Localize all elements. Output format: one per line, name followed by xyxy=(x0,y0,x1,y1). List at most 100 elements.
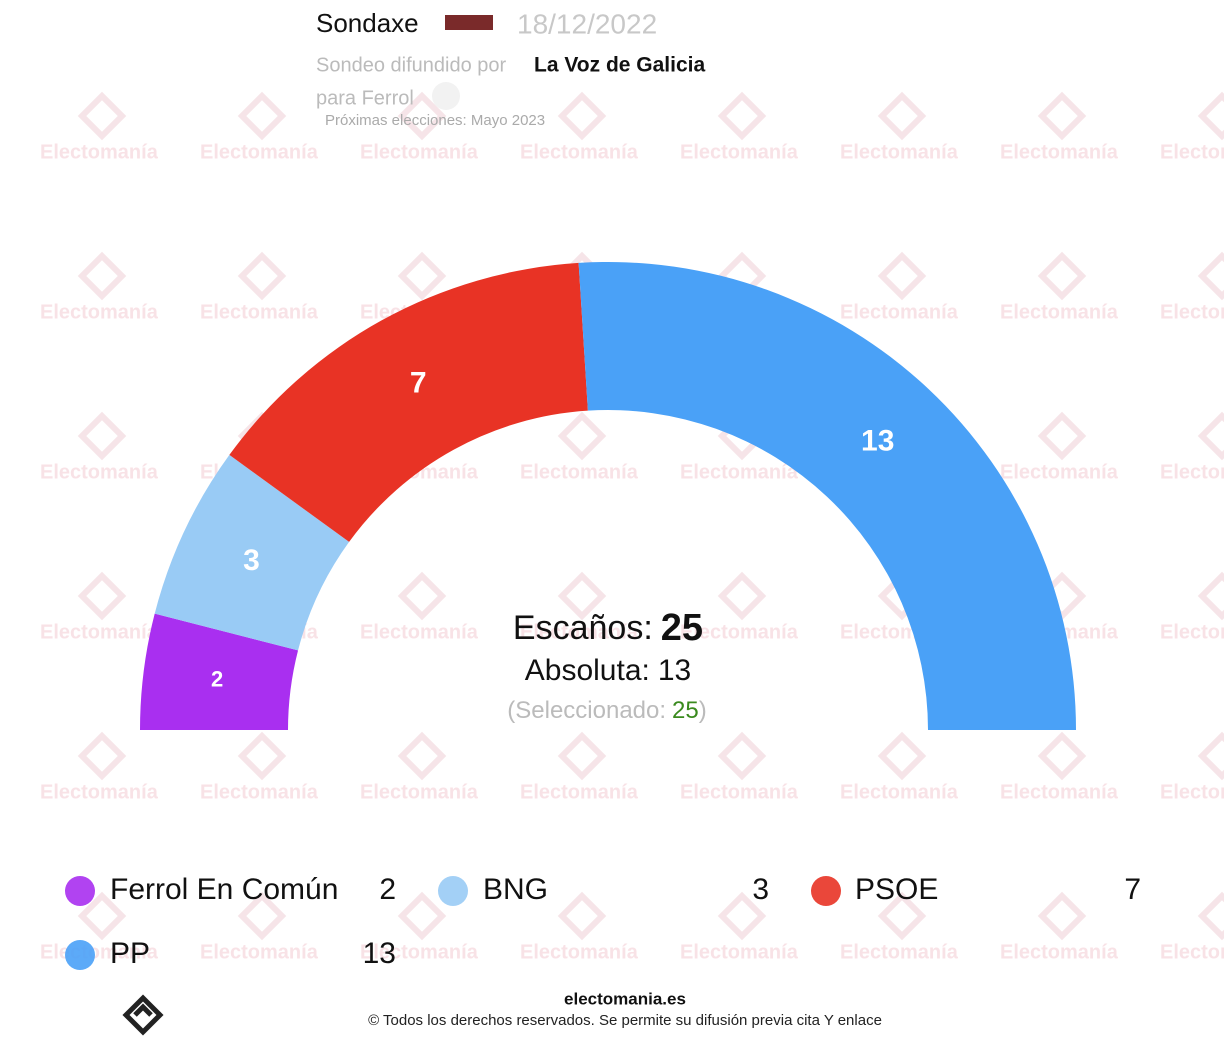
watermark-logo xyxy=(77,91,127,141)
majority-label: Absoluta: xyxy=(525,654,650,687)
watermark: Electomanía xyxy=(40,141,159,163)
majority: Absoluta: 13 xyxy=(525,654,691,687)
watermark-logo xyxy=(77,251,127,301)
watermark-logo xyxy=(237,91,287,141)
watermark: Electomanía xyxy=(1160,141,1224,163)
watermark: Electomanía xyxy=(1000,781,1119,803)
watermark: Electomanía xyxy=(1000,461,1119,483)
legend-icon xyxy=(438,876,468,906)
watermark: Electomanía xyxy=(840,141,959,163)
watermark-logo xyxy=(1037,891,1087,941)
watermark: Electomanía xyxy=(200,141,319,163)
watermark: Electomanía xyxy=(840,301,959,323)
watermark: Electomanía xyxy=(1160,621,1224,643)
legend-name: PSOE xyxy=(855,873,938,906)
watermark-logo xyxy=(557,571,607,621)
watermark-logo xyxy=(77,571,127,621)
watermark: Electomanía xyxy=(1160,301,1224,323)
seat-label: 3 xyxy=(243,544,260,577)
watermark-logo xyxy=(77,731,127,781)
seat-arc xyxy=(140,613,299,730)
watermark: Electomanía xyxy=(1160,461,1224,483)
seat-arc xyxy=(154,454,350,651)
watermark: Electomanía xyxy=(520,461,639,483)
watermark-logo xyxy=(1197,571,1224,621)
watermark: Electomanía xyxy=(520,941,639,963)
watermark-logo xyxy=(77,411,127,461)
seat-label: 2 xyxy=(211,666,223,691)
watermark: Electomanía xyxy=(200,941,319,963)
watermark: Electomanía xyxy=(680,461,799,483)
watermark: Electomanía xyxy=(360,621,479,643)
seat-arc xyxy=(578,262,1077,730)
selected-close: ) xyxy=(699,697,707,724)
watermark: Electomanía xyxy=(1160,781,1224,803)
footer-note: © Todos los derechos reservados. Se perm… xyxy=(368,1012,882,1029)
watermark-logo xyxy=(557,91,607,141)
watermark: Electomanía xyxy=(40,781,159,803)
watermark-logo xyxy=(1197,891,1224,941)
watermark-logo xyxy=(1037,251,1087,301)
watermark-logo xyxy=(1197,251,1224,301)
legend-icon xyxy=(65,940,95,970)
watermark-logo xyxy=(557,891,607,941)
footer-logo xyxy=(122,994,164,1036)
watermark: Electomanía xyxy=(680,141,799,163)
legend-icon xyxy=(811,876,841,906)
watermark-logo xyxy=(1037,91,1087,141)
seat-label: 13 xyxy=(861,425,894,458)
watermark: Electomanía xyxy=(40,621,159,643)
watermark-logo xyxy=(1037,731,1087,781)
legend-value: 2 xyxy=(379,873,396,906)
watermark-logo xyxy=(237,251,287,301)
next-election: Próximas elecciones: Mayo 2023 xyxy=(325,112,545,129)
watermark: Electomanía xyxy=(40,461,159,483)
seats: Escaños: 25 xyxy=(513,607,703,649)
watermark-logo xyxy=(557,411,607,461)
selected-value: 25 xyxy=(672,697,699,724)
watermark: Electomanía xyxy=(1160,941,1224,963)
watermarks: Electomanía Electomanía Electomanía Electom… xyxy=(40,91,1224,963)
selected: (Seleccionado: 25) xyxy=(507,697,706,724)
watermark-logo xyxy=(397,731,447,781)
majority-value: 13 xyxy=(658,654,691,687)
watermark: Electomanía xyxy=(520,621,639,643)
watermark: Electomanía xyxy=(360,781,479,803)
legend-name: BNG xyxy=(483,873,548,906)
watermark-logo xyxy=(397,571,447,621)
place-icon xyxy=(432,82,460,110)
legend-value: 13 xyxy=(363,937,396,970)
watermark-logo xyxy=(237,731,287,781)
legend-icon xyxy=(65,876,95,906)
pollster: Sondaxe xyxy=(316,8,419,38)
watermark-logo xyxy=(1037,411,1087,461)
watermark-logo xyxy=(77,891,127,941)
watermark: Electomanía xyxy=(1000,301,1119,323)
watermark-logo xyxy=(877,891,927,941)
watermark-logo xyxy=(877,91,927,141)
watermark-logo xyxy=(397,891,447,941)
watermark: Electomanía xyxy=(1000,141,1119,163)
published-by: La Voz de Galicia xyxy=(534,54,705,77)
watermark-logo xyxy=(397,91,447,141)
watermark-logo xyxy=(877,251,927,301)
legend-value: 3 xyxy=(752,873,769,906)
seat-arc xyxy=(229,262,588,542)
published-by-label: Sondeo difundido por xyxy=(316,54,506,76)
watermark: Electomanía xyxy=(680,621,799,643)
watermark-logo xyxy=(877,731,927,781)
watermark-logo xyxy=(717,91,767,141)
legend-value: 7 xyxy=(1124,873,1141,906)
seat-label: 7 xyxy=(410,367,427,400)
watermark: Electomanía xyxy=(1000,941,1119,963)
watermark: Electomanía xyxy=(680,941,799,963)
watermark: Electomanía xyxy=(840,781,959,803)
watermark-logo xyxy=(397,251,447,301)
seats-total: 25 xyxy=(661,607,703,649)
watermark-logo xyxy=(1197,91,1224,141)
watermark: Electomanía xyxy=(200,301,319,323)
seats-label: Escaños: xyxy=(513,609,653,647)
watermark: Electomanía xyxy=(200,781,319,803)
